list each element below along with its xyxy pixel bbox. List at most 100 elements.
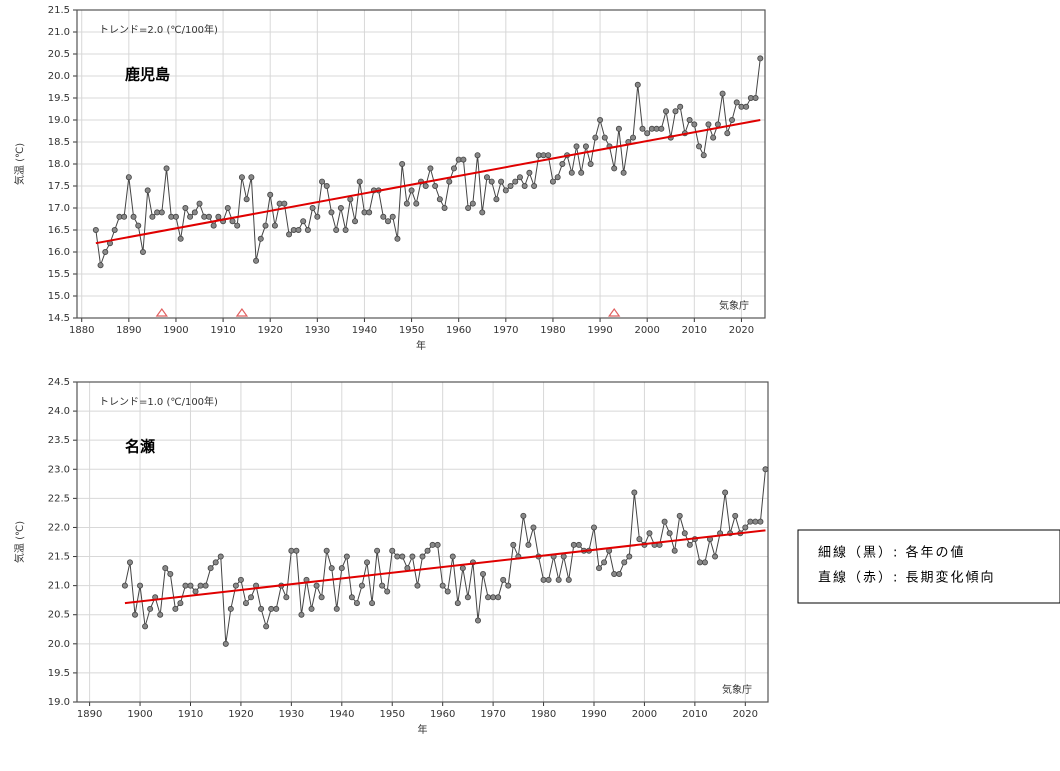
- data-point: [696, 559, 703, 566]
- data-point: [565, 576, 572, 583]
- data-point: [243, 196, 250, 203]
- data-point: [757, 518, 764, 525]
- x-tick-label: 2020: [733, 709, 758, 720]
- y-tick-label: 21.5: [48, 5, 70, 16]
- data-point: [132, 611, 139, 618]
- data-point: [257, 235, 264, 242]
- data-point: [507, 182, 514, 189]
- data-point: [304, 226, 311, 233]
- x-tick-label: 1890: [77, 709, 102, 720]
- data-point: [358, 582, 365, 589]
- data-point: [92, 226, 99, 233]
- data-point: [366, 209, 373, 216]
- x-tick-label: 1920: [228, 709, 253, 720]
- data-point: [212, 559, 219, 566]
- data-point: [611, 571, 618, 578]
- data-point: [671, 547, 678, 554]
- y-tick-label: 22.5: [48, 493, 70, 504]
- data-point: [575, 541, 582, 548]
- data-point: [248, 594, 255, 601]
- data-point: [454, 600, 461, 607]
- data-point: [125, 174, 132, 181]
- data-point: [676, 512, 683, 519]
- data-point: [686, 117, 693, 124]
- data-point: [620, 169, 627, 176]
- data-point: [545, 576, 552, 583]
- x-tick-label: 1940: [329, 709, 354, 720]
- data-point: [238, 174, 245, 181]
- data-point: [314, 213, 321, 220]
- trend-annotation: トレンド=2.0 (℃/100年): [99, 23, 218, 36]
- data-point: [343, 553, 350, 560]
- data-point: [130, 213, 137, 220]
- data-point: [248, 174, 255, 181]
- y-tick-label: 19.0: [48, 115, 70, 126]
- data-point: [464, 594, 471, 601]
- data-point: [121, 213, 128, 220]
- data-point: [559, 160, 566, 167]
- y-tick-label: 15.5: [48, 269, 70, 280]
- data-point: [144, 187, 151, 194]
- data-point: [615, 125, 622, 132]
- data-point: [722, 489, 729, 496]
- data-point: [229, 218, 236, 225]
- data-point: [450, 165, 457, 172]
- data-point: [493, 196, 500, 203]
- data-point: [743, 103, 750, 110]
- data-point: [540, 576, 547, 583]
- data-point: [742, 524, 749, 531]
- data-point: [520, 512, 527, 519]
- data-point: [409, 553, 416, 560]
- data-point: [531, 182, 538, 189]
- data-point: [510, 541, 517, 548]
- data-point: [389, 547, 396, 554]
- x-tick-label: 1940: [352, 325, 377, 336]
- x-tick-label: 1900: [127, 709, 152, 720]
- data-point: [389, 213, 396, 220]
- data-point: [298, 611, 305, 618]
- data-point: [616, 571, 623, 578]
- relocation-marker: [155, 307, 168, 317]
- data-point: [313, 582, 320, 589]
- relocation-marker: [235, 307, 249, 317]
- y-tick-label: 23.0: [48, 464, 70, 475]
- x-tick-label: 1980: [540, 325, 565, 336]
- data-point: [479, 209, 486, 216]
- data-point: [747, 518, 754, 525]
- data-point: [323, 547, 330, 554]
- data-point: [422, 182, 429, 189]
- y-tick-label: 20.0: [48, 71, 70, 82]
- data-point: [139, 248, 146, 255]
- data-point: [500, 576, 507, 583]
- data-point: [217, 553, 224, 560]
- data-point: [111, 226, 118, 233]
- data-point: [621, 559, 628, 566]
- data-point: [701, 559, 708, 566]
- data-point: [403, 200, 410, 207]
- x-tick-label: 1930: [305, 325, 330, 336]
- data-point: [187, 213, 194, 220]
- station-name: 鹿児島: [125, 66, 170, 84]
- data-point: [197, 582, 204, 589]
- data-point: [677, 103, 684, 110]
- data-point: [227, 605, 234, 612]
- y-tick-label: 20.0: [48, 639, 70, 650]
- data-point: [385, 218, 392, 225]
- x-tick-label: 1950: [380, 709, 405, 720]
- data-point: [328, 565, 335, 572]
- data-point: [573, 143, 580, 150]
- data-point: [436, 196, 443, 203]
- data-point: [626, 553, 633, 560]
- data-point: [268, 605, 275, 612]
- y-tick-label: 18.0: [48, 159, 70, 170]
- trend-annotation: トレンド=1.0 (℃/100年): [99, 395, 218, 408]
- data-point: [525, 541, 532, 548]
- data-point: [142, 623, 149, 630]
- data-point: [762, 466, 769, 473]
- data-point: [215, 213, 222, 220]
- data-point: [149, 213, 156, 220]
- data-point: [337, 204, 344, 211]
- credit: 気象庁: [722, 683, 752, 696]
- x-tick-label: 2000: [632, 709, 657, 720]
